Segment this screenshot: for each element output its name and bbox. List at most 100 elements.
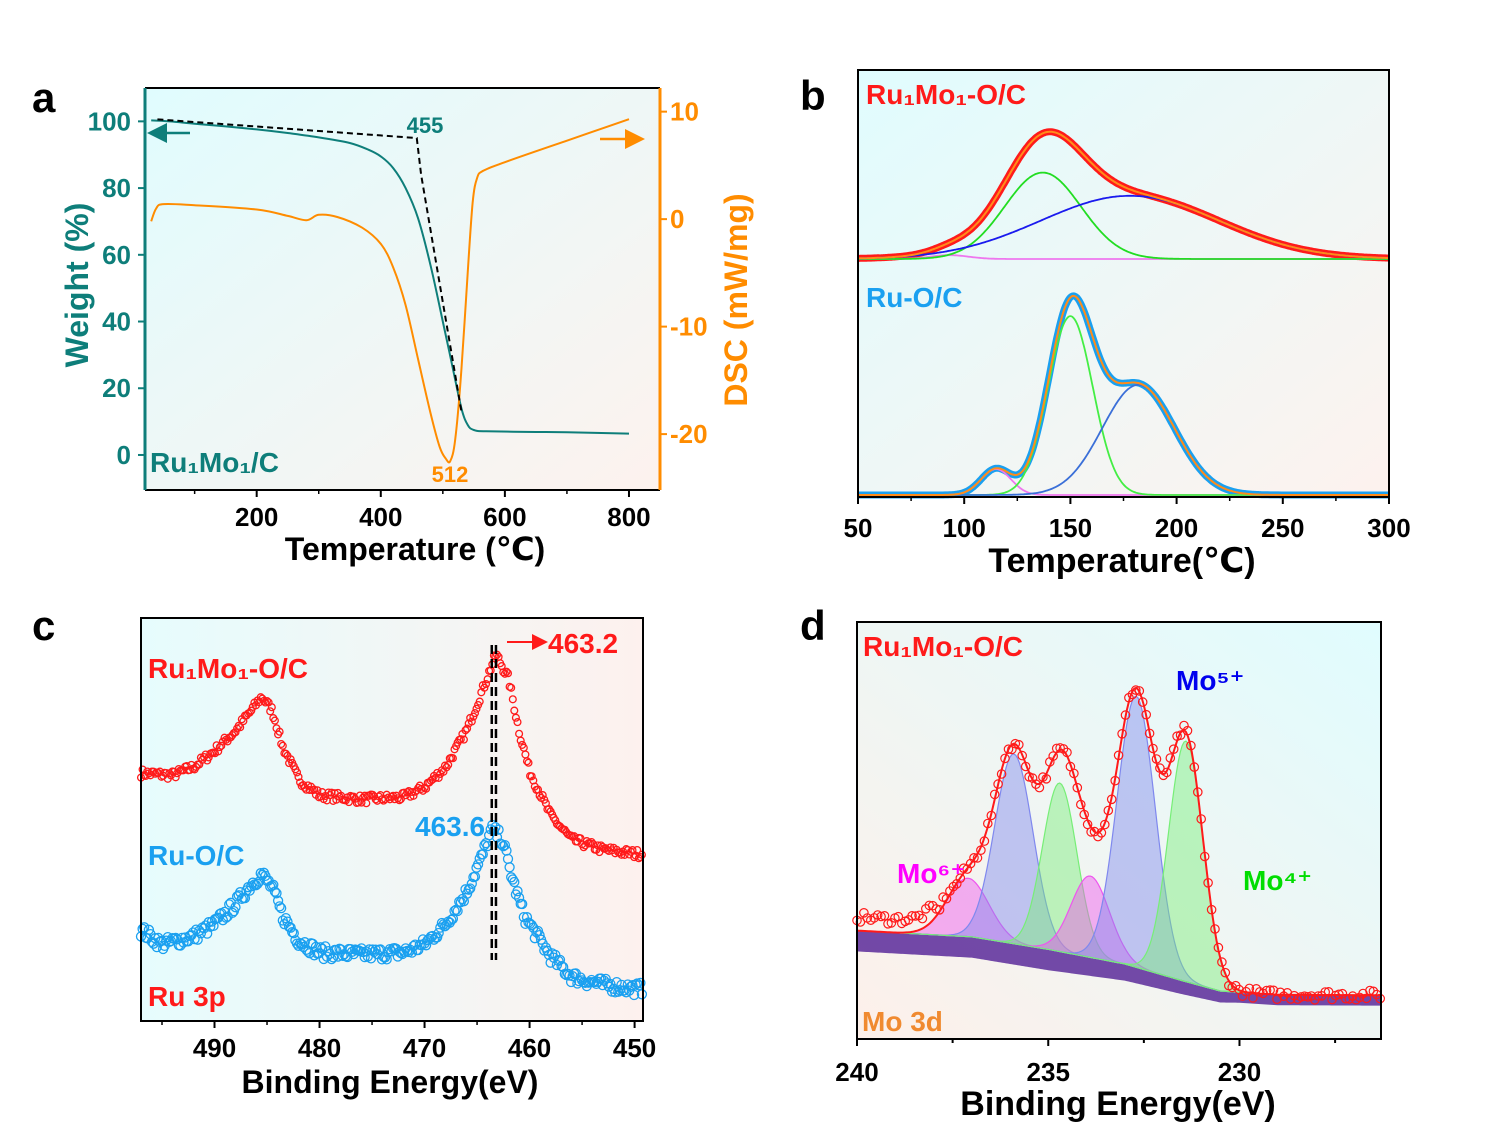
data-point (277, 739, 286, 749)
data-point (587, 837, 596, 847)
data-point (460, 884, 471, 895)
data-point (517, 898, 528, 910)
weight-curve (151, 119, 630, 435)
data-point (247, 877, 258, 888)
data-point (270, 716, 279, 725)
data-point (467, 717, 476, 726)
x-tick-label: 490 (193, 1033, 236, 1063)
data-point (507, 874, 518, 885)
y2-axis-title: DSC (mW/mg) (718, 193, 754, 406)
data-point (285, 922, 296, 933)
data-point (171, 773, 180, 782)
sample-label: Ru₁Mo₁-O/C (866, 79, 1026, 110)
data-point (231, 728, 240, 737)
data-point (432, 932, 443, 943)
data-point (917, 913, 928, 924)
y2-tick-label: 0 (670, 204, 684, 234)
data-point (227, 907, 238, 919)
data-point (292, 768, 302, 777)
data-point (526, 919, 537, 931)
x-axis-title: Temperature(℃) (988, 542, 1255, 580)
fit-envelope (856, 686, 1381, 997)
data-point (326, 953, 337, 965)
plot-frame (140, 617, 644, 1022)
data-point (579, 843, 588, 852)
data-point (381, 954, 392, 965)
data-point (516, 736, 525, 745)
data-point (376, 954, 388, 965)
data-point (448, 754, 457, 763)
x-tick-label: 100 (943, 513, 986, 543)
data-point (585, 839, 595, 848)
data-point (948, 881, 959, 892)
plot-background (858, 70, 1389, 497)
data-point (1158, 770, 1169, 781)
data-point (440, 761, 450, 770)
data-point (934, 904, 945, 915)
data-point (472, 704, 481, 713)
data-point (1003, 744, 1014, 754)
data-point (470, 709, 480, 718)
data-point (513, 718, 522, 727)
data-point (472, 859, 484, 870)
panel-label: a (32, 74, 56, 121)
peak-annotation: 463.2 (548, 628, 618, 659)
y-tick-label: 100 (88, 106, 131, 136)
dsc-min-annotation: 512 (432, 462, 469, 487)
data-point (275, 727, 284, 736)
data-point (380, 952, 391, 963)
data-point (143, 924, 155, 935)
panel-c-ru3p-xps: c 463.2 463.6 Ru₁Mo₁-O/C Ru-O/C Ru 3p 490 480 47… (32, 602, 656, 1100)
data-point (370, 944, 381, 955)
data-point (584, 977, 596, 988)
data-point (318, 953, 329, 965)
data-point (502, 667, 511, 676)
data-point (266, 880, 277, 891)
data-point (1131, 685, 1141, 695)
data-point (480, 683, 489, 692)
sample-label: Ru-O/C (148, 840, 244, 871)
data-point (395, 796, 404, 805)
data-point (346, 946, 358, 957)
x-axis-title: Binding Energy(eV) (242, 1064, 539, 1100)
data-point (513, 892, 525, 903)
data-point (876, 911, 886, 922)
data-point (465, 883, 476, 894)
data-point (431, 773, 440, 782)
fit-curve (858, 294, 1389, 496)
data-point (1134, 686, 1145, 696)
y-axis-title: Weight (%) (59, 203, 95, 368)
data-point (504, 862, 515, 873)
data-point (511, 713, 520, 722)
data-point (1072, 782, 1083, 793)
x-tick-label: 235 (1027, 1057, 1070, 1087)
y-tick-label: 0 (117, 440, 131, 470)
data-point (274, 901, 285, 912)
data-point (595, 973, 607, 984)
data-point (236, 723, 245, 732)
data-point (969, 852, 979, 863)
data-point (910, 911, 921, 921)
x-tick-label: 400 (359, 502, 402, 532)
x-tick-label: 450 (613, 1033, 656, 1063)
data-point (368, 946, 380, 958)
data-point (436, 917, 448, 929)
data-point (357, 798, 366, 807)
x-tick-label: 50 (844, 513, 873, 543)
data-point (503, 669, 513, 678)
mo6-label: Mo⁶⁺ (897, 858, 965, 889)
x-tick-label: 600 (483, 502, 526, 532)
data-point (589, 839, 598, 849)
data-point (435, 922, 446, 933)
data-point (407, 787, 417, 797)
x-axis-title: Binding Energy(eV) (960, 1085, 1275, 1123)
data-point (475, 697, 484, 706)
panel-label: d (800, 602, 826, 649)
sample-label: Ru₁Mo₁/C (150, 447, 279, 478)
data-point (567, 970, 578, 982)
x-tick-label: 470 (403, 1033, 446, 1063)
data-point (447, 913, 459, 924)
x-tick-label: 250 (1261, 513, 1304, 543)
panel-label: b (800, 72, 826, 119)
data-point (310, 785, 319, 794)
